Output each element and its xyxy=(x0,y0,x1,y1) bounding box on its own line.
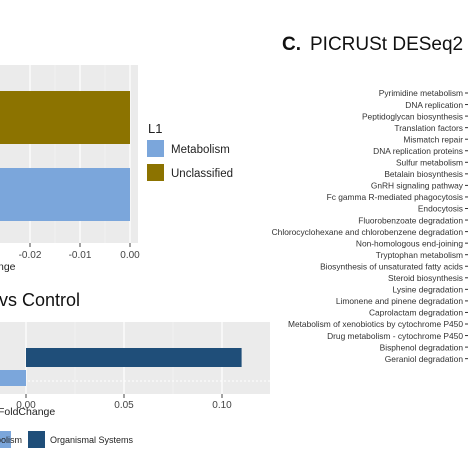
panel-c-category-label: Limonene and pinene degradation xyxy=(336,296,463,306)
panel-a-legend-swatch xyxy=(147,164,164,181)
panel-c-category-label: Fc gamma R-mediated phagocytosis xyxy=(327,192,463,202)
panel-a-xlabel: nge xyxy=(0,261,16,273)
panel-c-category-label: Tryptophan metabolism xyxy=(376,250,463,260)
panel-b-legend: bolism Organismal Systems xyxy=(0,431,134,448)
panel-c-category-label: Sulfur metabolism xyxy=(396,158,463,168)
panel-c-category-label: Geraniol degradation xyxy=(385,354,464,364)
panel-c-category-label: Endocytosis xyxy=(418,204,463,214)
panel-c-category-label: Fluorobenzoate degradation xyxy=(358,215,463,225)
panel-c-category-label: DNA replication proteins xyxy=(373,146,463,156)
panel-c-category-labels: Pyrimidine metabolism DNA replicationPept… xyxy=(272,88,468,364)
panel-c-category-label: Pyrimidine metabolism xyxy=(379,88,463,98)
panel-b-tick-label: 0.00 xyxy=(16,400,36,411)
panel-b-bar-organismal-systems xyxy=(26,348,242,367)
panel-c-category-label: Mismatch repair xyxy=(403,134,463,144)
panel-c-category-label: Non-homologous end-joining xyxy=(356,238,463,248)
panel-b-legend-label: Organismal Systems xyxy=(50,435,134,445)
panel-a-ticks: -0.02 -0.01 0.00 xyxy=(19,243,140,261)
panel-a-tick-label: -0.01 xyxy=(69,250,92,261)
panel-b: vs Control 0.00 0.05 0.10 FoldChange bolis… xyxy=(0,290,270,448)
panel-c-category-label: Steroid biosynthesis xyxy=(388,273,463,283)
panel-b-bars xyxy=(0,348,242,386)
panel-b-tick-label: 0.05 xyxy=(114,400,134,411)
panel-a-bar-unclassified xyxy=(0,91,130,144)
panel-b-legend-swatch xyxy=(0,431,11,448)
panel-b-tick-label: 0.10 xyxy=(212,400,232,411)
panel-b-legend-swatch xyxy=(28,431,45,448)
panel-c-category-label: Bisphenol degradation xyxy=(380,342,464,352)
panel-c-category-label: DNA replication xyxy=(405,100,463,110)
panel-b-legend-label: bolism xyxy=(0,435,22,445)
panel-a-tick-label: 0.00 xyxy=(120,250,140,261)
panel-c-category-label: Metabolism of xenobiotics by cytochrome … xyxy=(288,319,463,329)
panel-a-legend-title: L1 xyxy=(148,121,162,136)
panel-c-category-label: Chlorocyclohexane and chlorobenzene degr… xyxy=(272,227,464,237)
panel-c-category-label: Translation factors xyxy=(394,123,463,133)
panel-c-category-label: Betalain biosynthesis xyxy=(384,169,463,179)
panel-a-legend: Metabolism Unclassified xyxy=(147,140,233,181)
panel-c-category-label: Lysine degradation xyxy=(393,285,464,295)
panel-c-category-label: Biosynthesis of unsaturated fatty acids xyxy=(320,261,463,271)
panel-c-category-label: GnRH signaling pathway xyxy=(371,181,464,191)
panel-a-bar-metabolism xyxy=(0,168,130,221)
panel-b-title: vs Control xyxy=(0,290,80,310)
panel-a-legend-swatch xyxy=(147,140,164,157)
panel-c-label: C. xyxy=(282,34,301,55)
panel-c-category-label: Peptidoglycan biosynthesis xyxy=(362,111,463,121)
panel-c-category-label: Drug metabolism - cytochrome P450 xyxy=(327,331,463,341)
panel-b-bar-metabolism xyxy=(0,370,26,386)
panel-b-xlabel: FoldChange xyxy=(0,406,55,418)
panel-a-legend-label: Unclassified xyxy=(171,168,233,180)
panel-b-ticks: 0.00 0.05 0.10 xyxy=(16,394,232,411)
panel-a-legend-label: Metabolism xyxy=(171,144,230,156)
panel-c-title: PICRUSt DESeq2 xyxy=(310,34,463,55)
panel-a: -0.02 -0.01 0.00 nge L1 Metabolism Unclassi… xyxy=(0,65,233,273)
panel-c-category-label: Caprolactam degradation xyxy=(369,308,463,318)
panel-c: C. PICRUSt DESeq2 Pyrimidine metabolism D… xyxy=(272,34,468,364)
panel-a-bars xyxy=(0,91,130,221)
panel-a-tick-label: -0.02 xyxy=(19,250,42,261)
